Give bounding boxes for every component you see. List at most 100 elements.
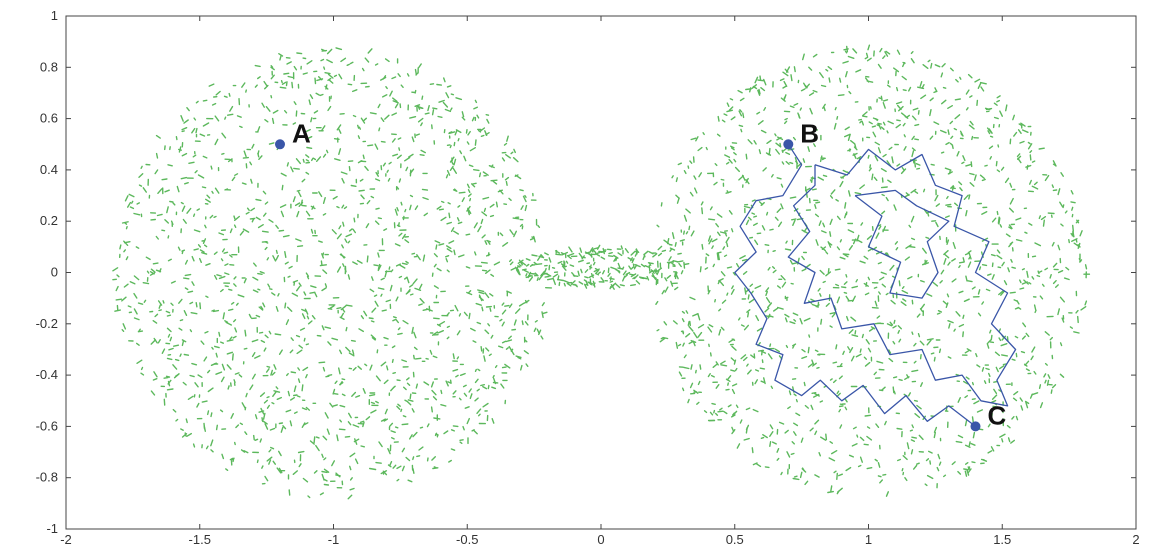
scatter-point (998, 217, 1001, 225)
scatter-point (856, 239, 863, 244)
scatter-point (167, 379, 172, 385)
scatter-point (926, 339, 932, 346)
scatter-point (680, 330, 685, 333)
scatter-point (943, 258, 947, 265)
scatter-point (690, 364, 693, 370)
y-tick-label: 0.2 (40, 213, 58, 228)
scatter-point (502, 241, 509, 247)
scatter-point (864, 56, 869, 60)
scatter-point (290, 371, 297, 374)
scatter-point (683, 354, 687, 359)
scatter-point (784, 248, 792, 251)
scatter-point (867, 154, 870, 159)
scatter-point (563, 282, 566, 287)
scatter-point (725, 388, 730, 391)
scatter-point (420, 149, 426, 154)
scatter-point (484, 329, 490, 335)
scatter-point (199, 249, 205, 253)
scatter-point (711, 402, 716, 405)
scatter-point (716, 251, 722, 254)
scatter-point (873, 286, 878, 289)
scatter-point (386, 169, 389, 173)
scatter-point (290, 337, 294, 341)
scatter-point (501, 340, 507, 344)
scatter-point (971, 135, 974, 141)
scatter-point (321, 325, 325, 331)
scatter-point (292, 122, 297, 125)
scatter-point (713, 409, 716, 414)
scatter-point (685, 208, 691, 214)
scatter-point (725, 236, 730, 244)
scatter-point (331, 337, 339, 341)
scatter-point (676, 260, 684, 263)
scatter-point (145, 256, 151, 261)
scatter-point (223, 95, 228, 98)
scatter-point (275, 306, 279, 312)
scatter-point (986, 127, 992, 134)
scatter-point (946, 239, 950, 246)
scatter-point (478, 291, 485, 295)
scatter-point (289, 349, 294, 354)
scatter-point (1027, 141, 1031, 145)
scatter-point (359, 420, 365, 423)
scatter-point (746, 309, 751, 313)
scatter-point (307, 320, 313, 325)
scatter-point (784, 313, 790, 318)
scatter-point (935, 203, 940, 207)
scatter-point (476, 388, 480, 392)
scatter-point (593, 261, 596, 266)
scatter-point (440, 404, 447, 407)
scatter-point (765, 290, 768, 297)
scatter-point (165, 375, 171, 378)
scatter-point (293, 101, 297, 106)
scatter-point (876, 360, 884, 364)
scatter-point (319, 492, 324, 496)
scatter-point (210, 449, 214, 453)
scatter-point (1022, 322, 1027, 328)
scatter-point (272, 391, 277, 397)
scatter-point (292, 279, 299, 283)
scatter-point (720, 364, 728, 367)
scatter-point (760, 350, 767, 354)
scatter-point (375, 461, 382, 464)
scatter-point (1049, 336, 1054, 341)
scatter-point (178, 298, 183, 304)
scatter-point (784, 317, 788, 323)
scatter-point (338, 128, 342, 134)
scatter-point (886, 160, 892, 167)
scatter-point (273, 364, 277, 370)
scatter-point (450, 448, 456, 451)
scatter-point (977, 82, 982, 90)
scatter-point (266, 456, 273, 462)
scatter-point (902, 122, 906, 127)
labeled-points: A BC (275, 118, 1007, 432)
scatter-point (938, 348, 942, 354)
scatter-point (375, 375, 381, 382)
scatter-point (329, 305, 335, 310)
scatter-point (692, 313, 699, 317)
scatter-point (1038, 215, 1042, 220)
scatter-point (518, 264, 522, 267)
scatter-point (150, 268, 156, 273)
scatter-point (478, 294, 483, 302)
scatter-point (453, 158, 457, 166)
scatter-point (736, 263, 740, 268)
scatter-point (967, 468, 972, 474)
scatter-point (813, 393, 820, 398)
scatter-point (957, 397, 961, 403)
scatter-point (765, 287, 770, 292)
scatter-point (235, 302, 239, 306)
scatter-point (802, 134, 804, 140)
scatter-point (374, 143, 379, 150)
scatter-point (821, 230, 827, 234)
scatter-point (219, 409, 224, 413)
scatter-point (130, 200, 134, 204)
scatter-point (478, 172, 482, 178)
scatter-point (836, 296, 841, 304)
scatter-point (341, 204, 345, 209)
scatter-point (1009, 241, 1014, 245)
scatter-point (767, 266, 771, 271)
trajectory-paths (734, 143, 1017, 427)
scatter-point (287, 390, 291, 397)
